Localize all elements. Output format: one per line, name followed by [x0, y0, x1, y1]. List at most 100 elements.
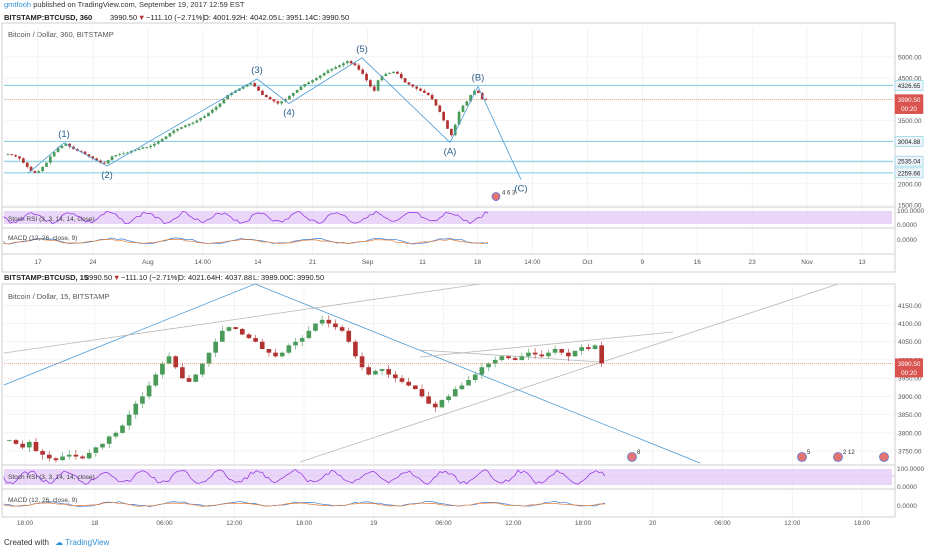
bottom-macd-label: MACD (12, 26, close, 9): [8, 497, 77, 504]
bottom-chart-title: Bitcoin / Dollar, 15, BITSTAMP: [8, 292, 110, 301]
wave-label[interactable]: (5): [356, 44, 368, 55]
trend-line[interactable]: [3, 283, 481, 354]
candle-body: [333, 323, 338, 328]
x-tick-label: Nov: [801, 259, 813, 266]
candle-body: [13, 440, 19, 444]
price-label-box: [895, 367, 923, 378]
bottom-signal-line: [3, 502, 606, 507]
bottom-l: 3989.00: [261, 273, 288, 282]
wave-label[interactable]: (2): [101, 170, 113, 181]
candle-body: [439, 400, 445, 408]
candle-body: [291, 92, 295, 96]
price-label-text: 00:20: [901, 106, 917, 113]
top-macd-frame: [1, 227, 896, 255]
bottom-down-arrow-icon: ▼: [113, 273, 120, 282]
candle-body: [146, 385, 152, 397]
candle-body: [60, 456, 65, 461]
event-flag-icon[interactable]: [627, 452, 637, 462]
x-tick-label: Sep: [362, 259, 374, 266]
event-flag-icon[interactable]: [833, 452, 843, 462]
x-tick-label: 06:00: [714, 520, 731, 527]
candle-body: [519, 356, 525, 360]
wave-label[interactable]: (A): [444, 146, 457, 157]
candle-body: [245, 84, 249, 87]
candle-body: [392, 71, 395, 73]
candle-body: [472, 374, 478, 380]
price-label-box: [894, 103, 924, 114]
candle-body: [46, 454, 52, 459]
price-label-text: 2259.66: [898, 170, 921, 177]
trend-line[interactable]: [299, 283, 839, 463]
elliott-wave-path: [27, 57, 522, 180]
candle-body: [299, 86, 303, 90]
x-tick-label: 21: [309, 259, 317, 266]
candle-body: [87, 154, 91, 157]
candle-body: [126, 414, 132, 426]
author-link[interactable]: gmtfooh: [4, 0, 32, 9]
x-tick-label: 13: [858, 259, 866, 266]
event-badge-text: 5: [807, 450, 811, 456]
bottom-chart-frame: [1, 283, 896, 477]
candle-body: [110, 156, 114, 161]
x-tick-label: 18:00: [575, 520, 592, 527]
bottom-rsi-label: Stoch RSI (3, 3, 14, 14, close): [8, 474, 95, 481]
candle-body: [272, 99, 276, 102]
candle-body: [73, 454, 79, 457]
trend-line[interactable]: [254, 283, 701, 464]
candle-body: [6, 154, 10, 156]
price-label-text: 2535.04: [898, 159, 921, 166]
candle-body: [257, 86, 260, 91]
wave-label[interactable]: (C): [514, 184, 527, 195]
top-l: 3951.14: [286, 13, 313, 22]
candle-body: [249, 83, 253, 85]
candle-body: [259, 341, 265, 350]
candle-body: [102, 162, 106, 164]
wave-label[interactable]: (B): [472, 73, 485, 84]
candle-body: [239, 328, 245, 335]
candle-body: [319, 319, 325, 324]
candle-body: [33, 171, 37, 173]
candle-body: [213, 341, 218, 353]
x-tick-label: Oct: [582, 259, 592, 266]
candle-body: [133, 403, 139, 415]
event-flag-icon[interactable]: [879, 452, 889, 462]
candle-body: [140, 396, 145, 404]
candle-body: [273, 352, 278, 357]
candle-body: [384, 73, 388, 76]
tradingview-brand-link[interactable]: TradingView: [65, 538, 110, 547]
candle-body: [446, 396, 451, 401]
candle-body: [41, 166, 44, 172]
top-price-labels: 4326.65 3990.50 00:20 3004.88 2535.04 2259.66: [894, 80, 924, 179]
bottom-change: −111.10 (−2.71%): [121, 273, 180, 282]
candle-body: [526, 352, 531, 357]
event-flag-icon[interactable]: [491, 192, 501, 201]
candle-body: [512, 358, 518, 360]
bottom-macd-line: [3, 500, 606, 507]
top-chart-header: BITSTAMP:BTCUSD, 360 3990.50 ▼ −111.10 (…: [4, 13, 349, 22]
candle-body: [353, 341, 358, 357]
candle-body: [322, 73, 326, 76]
candle-body: [349, 61, 353, 64]
event-flag-icon[interactable]: [797, 452, 807, 462]
candle-body: [133, 150, 137, 151]
chart-canvas[interactable]: BITSTAMP:BTCUSD, 360 3990.50 ▼ −111.10 (…: [0, 10, 932, 546]
wave-label[interactable]: (1): [58, 129, 70, 140]
candle-body: [566, 352, 571, 357]
candle-body: [48, 156, 52, 163]
top-rsi-level-100: 100.0000: [897, 208, 924, 215]
top-change: −111.10 (−2.71%): [146, 13, 205, 22]
wave-label[interactable]: (4): [283, 107, 295, 118]
candle-body: [412, 385, 418, 390]
candle-body: [264, 95, 268, 98]
top-symbol: BITSTAMP:BTCUSD, 360: [4, 13, 92, 22]
candle-body: [442, 111, 446, 121]
candle-body: [469, 95, 472, 102]
candle-body: [113, 432, 119, 437]
candle-body: [172, 130, 176, 134]
bottom-rsi-band: [4, 469, 892, 485]
candle-body: [106, 160, 110, 164]
candle-body: [353, 63, 357, 66]
trend-line[interactable]: [419, 349, 601, 363]
wave-label[interactable]: (3): [251, 65, 263, 76]
candle-body: [326, 319, 332, 324]
